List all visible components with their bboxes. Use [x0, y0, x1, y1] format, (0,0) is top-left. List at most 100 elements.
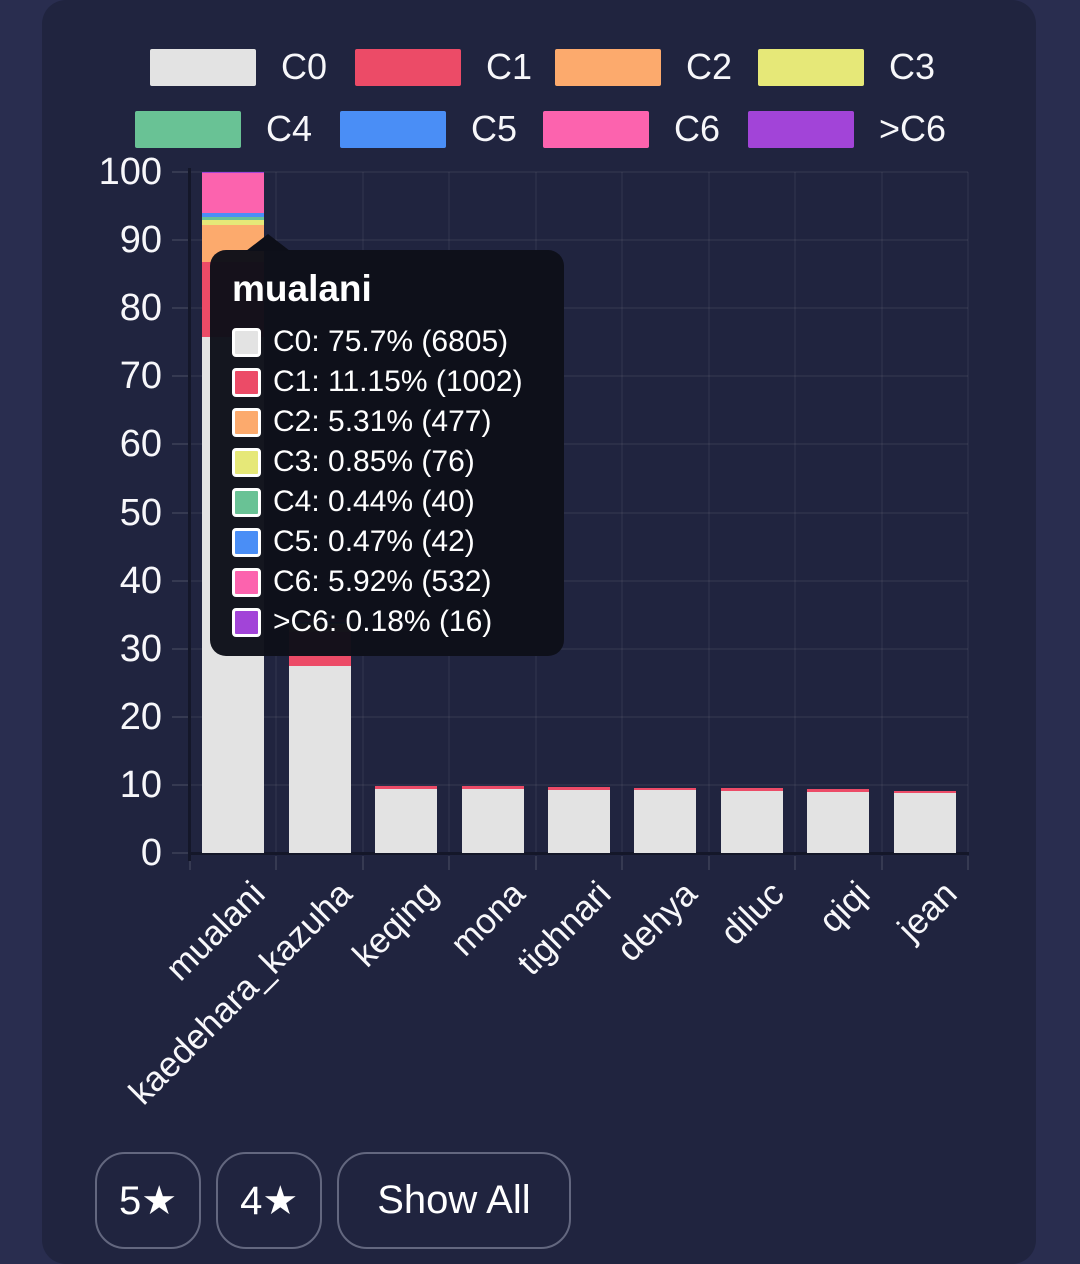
tooltip-row: C4: 0.44% (40) — [232, 482, 542, 522]
legend-label: C6 — [674, 108, 721, 149]
y-tick-mark — [172, 171, 188, 173]
gridline-horizontal — [190, 579, 968, 582]
tooltip-swatch-icon — [232, 527, 261, 557]
y-tick-label: 80 — [119, 287, 162, 330]
legend-item-c0[interactable]: C0 — [150, 48, 327, 86]
x-tick-mark — [794, 856, 797, 870]
y-tick-label: 100 — [98, 151, 162, 193]
y-tick-mark — [172, 715, 188, 718]
gridline-vertical — [621, 172, 624, 853]
bar-segment-c1 — [893, 790, 956, 794]
y-axis-line — [188, 168, 191, 861]
bar-segment-c0 — [375, 788, 438, 853]
legend-label: >C6 — [879, 108, 947, 149]
y-tick-label: 0 — [140, 832, 162, 874]
bar-segment-c3 — [202, 219, 265, 226]
legend-swatch-icon — [758, 48, 864, 86]
bar-segment-c1 — [375, 785, 438, 789]
filter-button-4-star[interactable]: 4★ — [216, 1152, 323, 1249]
legend-item-gt-c6[interactable]: >C6 — [748, 110, 946, 148]
bar-segment-c1 — [720, 788, 783, 792]
x-tick-mark — [707, 856, 710, 870]
legend-item-c5[interactable]: C5 — [340, 110, 517, 148]
legend-label: C0 — [281, 46, 328, 87]
tooltip-row-text: C2: 5.31% (477) — [273, 405, 492, 438]
y-tick-mark — [172, 647, 188, 650]
gridline-horizontal — [190, 647, 968, 650]
legend-swatch-icon — [748, 110, 854, 148]
x-tick-mark — [880, 856, 883, 870]
tooltip-row-text: >C6: 0.18% (16) — [273, 605, 493, 638]
bar-segment-c0 — [893, 793, 956, 853]
tooltip-rows: C0: 75.7% (6805) C1: 11.15% (1002) C2: 5.3… — [232, 322, 542, 642]
tooltip-caret-icon — [246, 234, 290, 251]
gridline-vertical — [967, 172, 969, 853]
y-tick-mark — [172, 579, 188, 582]
tooltip-title: mualani — [232, 268, 372, 309]
filter-button-show-all[interactable]: Show All — [337, 1152, 571, 1249]
legend: C0 C1 C2 C3 C4 C5 C6 >C6 — [0, 0, 1080, 160]
tooltip-row: C0: 75.7% (6805) — [232, 322, 542, 362]
y-tick-label: 20 — [119, 695, 162, 738]
legend-swatch-icon — [135, 110, 241, 148]
y-tick-mark — [172, 443, 188, 446]
x-axis-line — [188, 852, 969, 855]
bar-mona[interactable] — [461, 786, 524, 853]
legend-item-c3[interactable]: C3 — [758, 48, 935, 86]
filter-buttons: 5★ 4★ Show All — [95, 1152, 571, 1249]
bar-segment-gt-c6 — [202, 171, 265, 174]
gridline-vertical — [880, 172, 883, 853]
gridline-vertical — [707, 172, 710, 853]
gridline-vertical — [794, 172, 797, 853]
legend-item-c4[interactable]: C4 — [135, 110, 312, 148]
tooltip-row-text: C5: 0.47% (42) — [273, 525, 475, 558]
legend-swatch-icon — [340, 110, 446, 148]
legend-label: C3 — [889, 46, 936, 87]
tooltip-swatch-icon — [232, 327, 261, 357]
gridline-horizontal — [190, 443, 968, 446]
gridline-horizontal — [190, 239, 968, 242]
tooltip-swatch-icon — [232, 447, 261, 477]
y-tick-label: 90 — [119, 219, 162, 262]
tooltip-row-text: C6: 5.92% (532) — [273, 565, 492, 598]
legend-item-c1[interactable]: C1 — [355, 48, 532, 86]
gridline-horizontal — [190, 307, 968, 310]
legend-label: C2 — [686, 46, 733, 87]
bar-tighnari[interactable] — [548, 786, 610, 853]
tooltip: mualani C0: 75.7% (6805) C1: 11.15% (1002… — [210, 234, 564, 656]
legend-label: C1 — [486, 46, 533, 87]
tooltip-swatch-icon — [232, 607, 261, 637]
legend-label: C4 — [266, 108, 313, 149]
bar-jean[interactable] — [893, 790, 956, 853]
legend-label: C5 — [471, 108, 518, 149]
bar-keqing[interactable] — [375, 785, 438, 853]
y-tick-label: 40 — [119, 559, 162, 602]
legend-item-c6[interactable]: C6 — [543, 110, 720, 148]
tooltip-row: C3: 0.85% (76) — [232, 442, 542, 482]
bar-qiqi[interactable] — [807, 789, 870, 853]
bar-dehya[interactable] — [634, 787, 697, 853]
legend-item-c2[interactable]: C2 — [555, 48, 732, 86]
tooltip-row-text: C3: 0.85% (76) — [273, 445, 475, 478]
y-tick-mark — [172, 307, 188, 310]
bar-segment-c1 — [634, 787, 697, 791]
x-tick-mark — [189, 856, 191, 870]
gridline-horizontal — [190, 715, 968, 718]
tooltip-swatch-icon — [232, 407, 261, 437]
x-tick-mark — [967, 856, 969, 870]
y-tick-label: 70 — [119, 355, 162, 398]
y-tick-label: 30 — [119, 627, 162, 670]
y-tick-mark — [172, 852, 188, 854]
y-tick-label: 10 — [119, 763, 162, 806]
gridline-horizontal — [190, 375, 968, 378]
legend-swatch-icon — [555, 48, 661, 86]
legend-swatch-icon — [355, 48, 461, 86]
bar-diluc[interactable] — [720, 788, 783, 853]
bar-segment-c0 — [720, 791, 783, 853]
tooltip-row: C5: 0.47% (42) — [232, 522, 542, 562]
filter-button-5-star[interactable]: 5★ — [95, 1152, 202, 1249]
y-tick-mark — [172, 375, 188, 378]
y-tick-label: 60 — [119, 423, 162, 466]
bar-segment-c0 — [548, 789, 610, 853]
